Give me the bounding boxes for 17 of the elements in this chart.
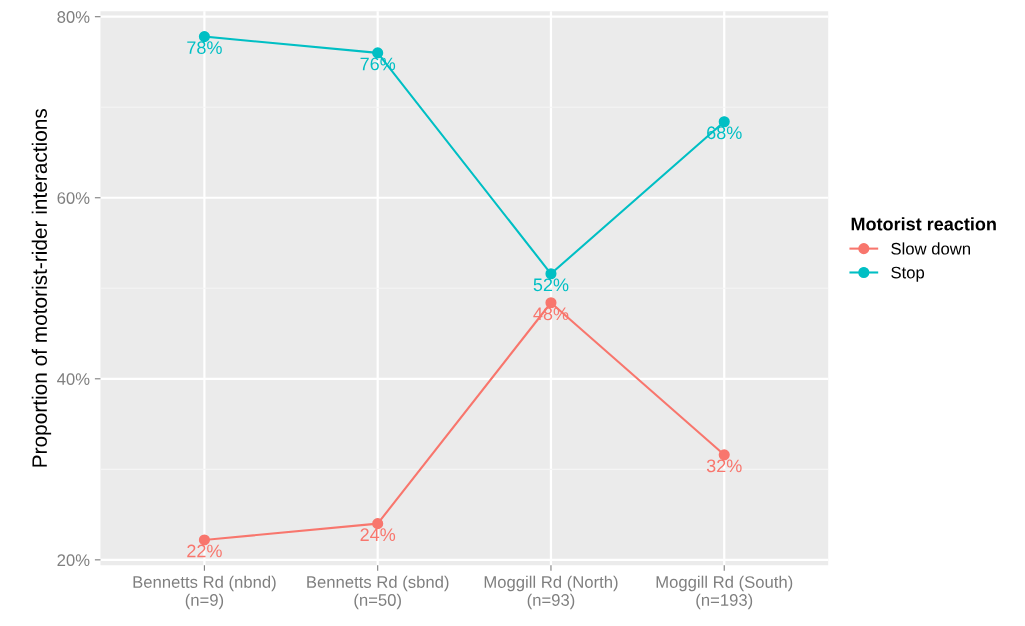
data-label: 22% [187, 544, 222, 558]
data-label: 32% [706, 459, 742, 473]
data-label: 24% [360, 528, 396, 541]
y-tick-label: 40% [57, 373, 90, 385]
data-label: 78% [187, 41, 222, 55]
legend-title: Motorist reaction [851, 217, 996, 231]
legend-label: Stop [891, 266, 925, 282]
x-tick-label: Bennetts Rd (sbnd) (n=50) [307, 575, 449, 610]
x-tick-label: Moggill Rd (South) (n=193) [656, 575, 793, 610]
legend-label: Slow down [891, 242, 970, 255]
data-label: 52% [533, 278, 569, 292]
y-tick-label: 60% [57, 192, 90, 204]
y-axis-title: Proportion of motorist-rider interactions [31, 108, 52, 467]
x-tick-label: Bennetts Rd (nbnd) (n=9) [133, 575, 276, 610]
y-tick-label: 80% [57, 11, 90, 23]
y-tick-label: 20% [57, 554, 90, 567]
x-tick-label: Moggill Rd (North) (n=93) [484, 575, 618, 610]
